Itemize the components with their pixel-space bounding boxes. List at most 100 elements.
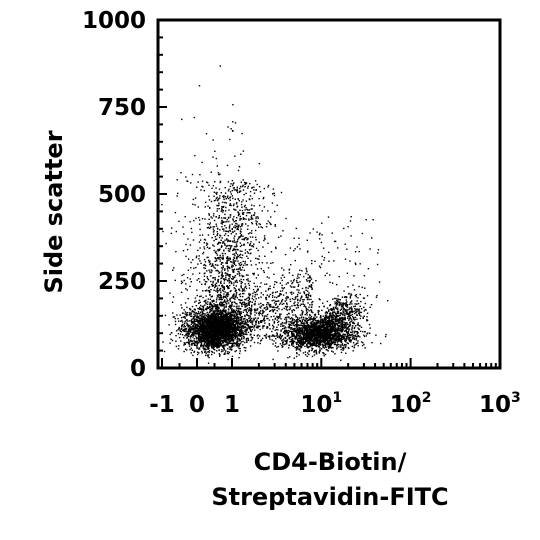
- scatter-point: [242, 344, 244, 346]
- scatter-point: [292, 330, 295, 332]
- scatter-point: [211, 307, 214, 309]
- scatter-point: [194, 204, 196, 206]
- scatter-point: [230, 336, 232, 338]
- scatter-point: [202, 335, 204, 337]
- scatter-point: [255, 220, 257, 222]
- scatter-point: [228, 337, 230, 340]
- scatter-point: [187, 332, 189, 335]
- scatter-point: [188, 338, 190, 341]
- scatter-point: [182, 250, 185, 252]
- scatter-point: [276, 326, 278, 328]
- scatter-point: [190, 344, 193, 346]
- scatter-point: [263, 235, 266, 237]
- scatter-point: [208, 321, 211, 323]
- scatter-point: [235, 222, 237, 225]
- scatter-point: [227, 234, 229, 237]
- scatter-point: [181, 321, 184, 323]
- scatter-point: [235, 260, 237, 262]
- scatter-point: [208, 340, 210, 342]
- scatter-point: [249, 195, 252, 197]
- scatter-point: [187, 329, 190, 331]
- scatter-point: [235, 246, 237, 248]
- scatter-point: [219, 339, 221, 341]
- scatter-point: [238, 339, 241, 341]
- scatter-point: [238, 340, 241, 342]
- scatter-point: [225, 324, 227, 327]
- scatter-point: [210, 323, 212, 325]
- scatter-point: [203, 326, 205, 328]
- scatter-point: [239, 329, 241, 331]
- scatter-point: [228, 278, 230, 280]
- scatter-point: [213, 330, 215, 333]
- scatter-point: [222, 262, 224, 264]
- scatter-point: [220, 267, 223, 269]
- scatter-point: [215, 318, 217, 320]
- scatter-point: [253, 214, 256, 216]
- scatter-point: [237, 338, 239, 340]
- scatter-point: [229, 245, 231, 247]
- scatter-point: [197, 312, 199, 315]
- scatter-point: [282, 338, 285, 340]
- scatter-point: [256, 268, 259, 270]
- scatter-point: [225, 295, 227, 297]
- scatter-point: [210, 302, 212, 305]
- scatter-point: [343, 345, 345, 347]
- scatter-point: [235, 281, 237, 283]
- scatter-point: [267, 267, 270, 269]
- scatter-point: [232, 218, 234, 220]
- scatter-point: [239, 267, 241, 270]
- scatter-point: [220, 246, 223, 248]
- scatter-point: [201, 333, 204, 335]
- scatter-point: [258, 162, 261, 165]
- scatter-point: [230, 322, 232, 325]
- scatter-point: [212, 330, 214, 332]
- scatter-point: [207, 362, 210, 364]
- scatter-point: [219, 322, 221, 324]
- scatter-point: [216, 285, 218, 287]
- scatter-point: [182, 226, 184, 228]
- scatter-point: [224, 239, 226, 241]
- scatter-point: [206, 354, 209, 356]
- scatter-point: [346, 334, 349, 336]
- scatter-point: [314, 313, 317, 315]
- scatter-point: [204, 261, 207, 263]
- scatter-point: [200, 340, 203, 343]
- scatter-point: [194, 297, 197, 299]
- scatter-point: [234, 209, 236, 211]
- scatter-point: [224, 325, 226, 327]
- scatter-point: [211, 347, 213, 349]
- scatter-point: [197, 263, 199, 265]
- scatter-point: [239, 342, 242, 345]
- scatter-point: [202, 345, 204, 347]
- scatter-point: [211, 324, 213, 326]
- scatter-point: [201, 339, 203, 341]
- scatter-point: [206, 336, 208, 338]
- scatter-point: [318, 340, 320, 342]
- scatter-point: [216, 329, 218, 331]
- scatter-point: [233, 253, 236, 255]
- scatter-point: [238, 316, 240, 318]
- scatter-point: [195, 342, 197, 344]
- scatter-point: [225, 262, 227, 264]
- scatter-point: [193, 267, 195, 269]
- scatter-point: [195, 217, 197, 220]
- scatter-point: [233, 333, 236, 335]
- scatter-point: [243, 239, 245, 241]
- scatter-point: [305, 326, 307, 328]
- scatter-point: [299, 348, 301, 350]
- scatter-point: [247, 321, 249, 323]
- scatter-point: [295, 355, 298, 358]
- scatter-point: [239, 266, 241, 269]
- scatter-point: [199, 325, 201, 327]
- scatter-point: [219, 173, 221, 175]
- scatter-point: [213, 309, 215, 312]
- scatter-point: [226, 245, 229, 247]
- scatter-point: [240, 331, 243, 333]
- scatter-point: [218, 197, 220, 200]
- scatter-point: [190, 352, 192, 354]
- scatter-point: [217, 311, 220, 313]
- scatter-point: [214, 279, 216, 281]
- scatter-point: [218, 335, 221, 337]
- scatter-point: [221, 312, 223, 314]
- scatter-point: [203, 246, 205, 248]
